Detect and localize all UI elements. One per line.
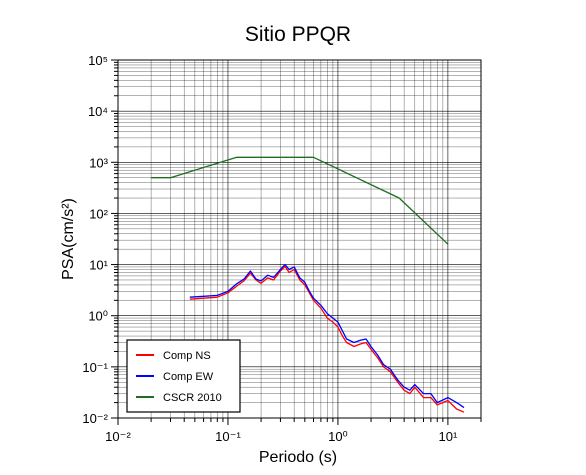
x-tick-label: 10⁻¹ bbox=[215, 429, 241, 444]
y-axis-label: PSA(cm/s²) bbox=[60, 198, 77, 280]
y-tick-label: 10³ bbox=[89, 155, 108, 170]
y-tick-label: 10⁰ bbox=[88, 309, 108, 324]
grid bbox=[117, 59, 482, 419]
plot-frame bbox=[117, 59, 482, 419]
series-line-cscr-2010 bbox=[151, 156, 449, 245]
x-tick-label: 10⁰ bbox=[328, 429, 348, 444]
legend-label: Comp NS bbox=[163, 350, 211, 362]
y-tick-label: 10⁴ bbox=[88, 104, 108, 119]
legend-label: CSCR 2010 bbox=[163, 392, 222, 404]
series-layer bbox=[151, 156, 465, 413]
y-tick-label: 10¹ bbox=[89, 258, 108, 273]
y-tick-label: 10⁻² bbox=[82, 411, 108, 426]
legend-label: Comp EW bbox=[163, 371, 214, 383]
x-tick-label: 10¹ bbox=[438, 429, 457, 444]
y-tick-label: 10⁵ bbox=[88, 53, 108, 68]
series-line-comp-ew bbox=[189, 263, 465, 409]
x-tick-label: 10⁻² bbox=[105, 429, 131, 444]
legend: Comp NS Comp EW CSCR 2010 bbox=[126, 339, 241, 413]
y-tick-label: 10⁻¹ bbox=[82, 360, 108, 375]
axis-ticks: 10⁻² 10⁻¹ 10⁰ 10¹ 10⁻² 10⁻¹ 10⁰ 10¹ 10² 10³ 10⁴ 10⁵ bbox=[82, 53, 482, 444]
y-tick-label: 10² bbox=[89, 206, 108, 221]
x-axis-label: Periodo (s) bbox=[259, 449, 337, 466]
chart-title: Sitio PPQR bbox=[245, 23, 351, 46]
